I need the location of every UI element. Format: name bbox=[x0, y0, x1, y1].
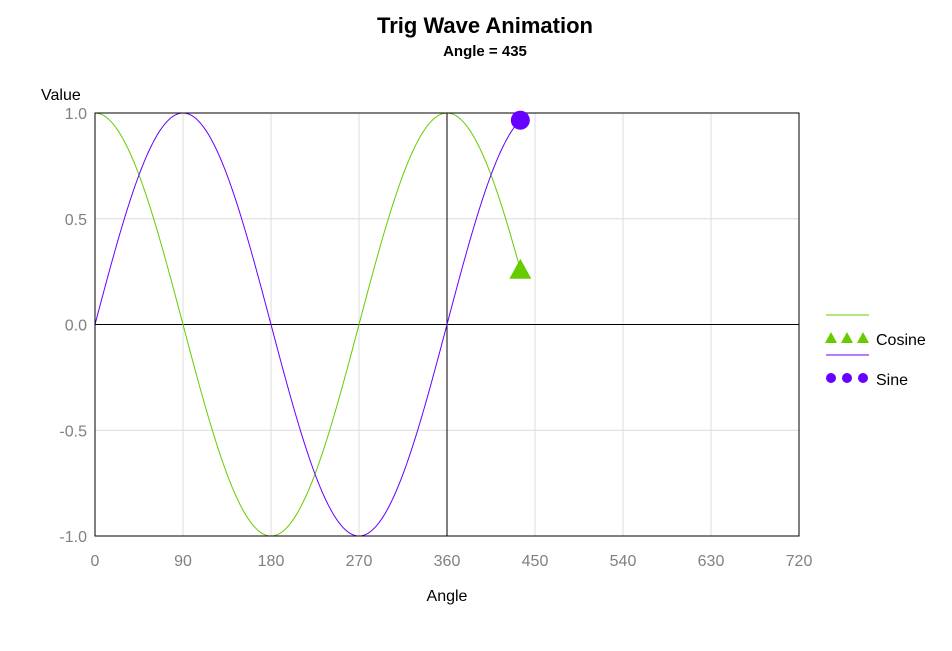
x-tick-label: 540 bbox=[610, 553, 637, 570]
x-tick-label: 360 bbox=[434, 553, 461, 570]
sine-legend-marker bbox=[858, 373, 868, 383]
sine-legend-marker bbox=[826, 373, 836, 383]
y-tick-label: -1.0 bbox=[59, 529, 87, 546]
x-tick-label: 270 bbox=[346, 553, 373, 570]
sine-legend-marker bbox=[842, 373, 852, 383]
cosine-legend-label: Cosine bbox=[876, 332, 926, 349]
plot-frame bbox=[94, 112, 800, 537]
x-tick-label: 0 bbox=[91, 553, 100, 570]
y-tick-label: -0.5 bbox=[59, 423, 87, 440]
x-axis-label: Angle bbox=[427, 588, 468, 605]
chart-subtitle: Angle = 435 bbox=[443, 43, 527, 60]
y-tick-label: 0.5 bbox=[65, 212, 87, 229]
x-tick-label: 180 bbox=[258, 553, 285, 570]
sine-current-marker bbox=[510, 110, 530, 130]
cosine-current-marker bbox=[509, 258, 532, 279]
sine-legend-label: Sine bbox=[876, 372, 908, 389]
y-tick-label: 0.0 bbox=[65, 318, 87, 335]
cosine-legend-marker bbox=[841, 332, 853, 343]
x-tick-label: 720 bbox=[786, 553, 813, 570]
y-tick-label: 1.0 bbox=[65, 106, 87, 123]
legend: Cosine Sine bbox=[825, 314, 926, 389]
tick-labels: 0 90 180 270 360 450 540 630 720 -1.0 -0.5 0.0 0.5 1.… bbox=[59, 106, 812, 570]
y-axis-label: Value bbox=[41, 87, 81, 104]
cosine-legend-marker bbox=[857, 332, 869, 343]
sine-curve bbox=[94, 112, 521, 537]
current-markers bbox=[509, 110, 532, 279]
chart-title: Trig Wave Animation bbox=[377, 13, 593, 38]
cosine-legend-marker bbox=[825, 332, 837, 343]
x-tick-label: 630 bbox=[698, 553, 725, 570]
x-tick-label: 90 bbox=[174, 553, 192, 570]
x-tick-label: 450 bbox=[522, 553, 549, 570]
